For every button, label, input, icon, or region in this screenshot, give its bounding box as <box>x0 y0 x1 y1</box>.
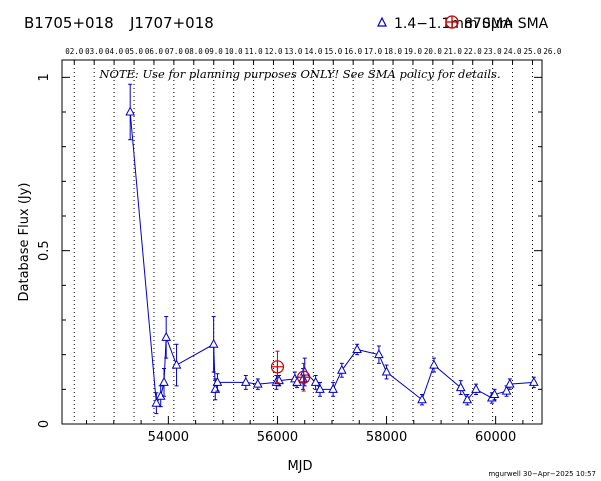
top-tick-label: 10.0 <box>225 47 244 56</box>
series-line <box>129 111 534 405</box>
top-tick-label: 02.0 <box>65 47 84 56</box>
legend-mm: 1.4−1.1mm SMA <box>377 16 513 32</box>
top-tick-label: 17.0 <box>364 47 383 56</box>
y-tick-label: 0 <box>37 420 52 428</box>
top-tick-label: 23.0 <box>484 47 503 56</box>
top-tick-label: 03.0 <box>85 47 104 56</box>
top-tick-label: 24.0 <box>504 47 523 56</box>
data-point <box>252 378 263 388</box>
top-axis: 02.0 03.0 04.0 05.0 06.0 07.0 08.0 09.0 10.0 11.0… <box>65 47 562 64</box>
top-tick-label: 20.0 <box>424 47 443 56</box>
series-mm <box>125 83 539 415</box>
series-870 <box>270 350 311 392</box>
data-point <box>315 383 325 393</box>
top-tick-label: 25.0 <box>523 47 542 56</box>
top-tick-label: 12.0 <box>264 47 283 56</box>
data-point <box>429 359 439 369</box>
data-point <box>455 382 466 392</box>
footer-credit: mgurwell 30−Apr−2025 10:57 <box>488 470 596 478</box>
top-tick-label: 13.0 <box>284 47 303 56</box>
top-tick-label: 14.0 <box>304 47 323 56</box>
data-point <box>270 360 285 374</box>
data-point <box>489 388 500 399</box>
top-tick-label: 07.0 <box>165 47 184 56</box>
data-point <box>208 338 219 348</box>
top-tick-label: 08.0 <box>185 47 204 56</box>
y-tick-label: 0.5 <box>37 240 52 261</box>
top-tick-label: 21.0 <box>444 47 463 56</box>
circle-plus-marker-icon <box>445 15 459 29</box>
y-axis-label: Database Flux (Jy) <box>17 183 32 302</box>
x-tick-label: 60000 <box>475 430 516 445</box>
x-axis: 54000 56000 58000 60000 <box>86 416 524 445</box>
data-point <box>374 349 384 359</box>
x-tick-label: 54000 <box>148 430 189 445</box>
data-point <box>328 383 338 393</box>
x-axis-label: MJD <box>287 459 312 474</box>
data-point <box>171 359 182 369</box>
data-point <box>297 370 311 384</box>
top-tick-label: 11.0 <box>245 47 264 56</box>
legend-mm-label: 1.4−1.1mm SMA <box>394 16 513 32</box>
data-point <box>462 394 473 404</box>
x-tick-label: 58000 <box>366 430 407 445</box>
data-point <box>504 378 515 388</box>
data-point <box>125 106 136 116</box>
data-series <box>125 83 539 415</box>
top-tick-label: 15.0 <box>324 47 343 56</box>
data-point <box>528 376 539 386</box>
planning-note: NOTE: Use for planning purposes ONLY! Se… <box>98 67 500 81</box>
legend-870: 870μm SMA <box>445 15 549 32</box>
top-tick-label: 16.0 <box>344 47 363 56</box>
data-point <box>352 343 362 353</box>
data-point <box>159 376 169 386</box>
data-point <box>151 397 162 407</box>
top-tick-label: 05.0 <box>125 47 144 56</box>
y-tick-label: 1 <box>37 73 52 81</box>
data-point <box>155 390 166 400</box>
top-tick-label: 19.0 <box>404 47 423 56</box>
data-point <box>310 376 321 386</box>
data-point <box>471 383 481 393</box>
x-tick-label: 56000 <box>257 430 298 445</box>
legend-870-label: 870μm SMA <box>464 16 549 32</box>
plot-frame <box>61 59 543 425</box>
top-tick-label: 18.0 <box>384 47 403 56</box>
data-point <box>417 394 427 404</box>
data-point <box>381 366 392 376</box>
y-axis: 00.51 <box>37 73 542 428</box>
top-tick-label: 22.0 <box>464 47 483 56</box>
source-alias: J1707+018 <box>129 14 214 32</box>
top-tick-label: 26.0 <box>543 47 562 56</box>
data-point <box>501 385 512 395</box>
source-name: B1705+018 <box>24 14 114 32</box>
data-point <box>161 331 172 341</box>
triangle-marker-icon <box>377 16 387 27</box>
data-point <box>336 364 347 374</box>
year-gridlines <box>73 60 534 424</box>
top-tick-label: 04.0 <box>105 47 124 56</box>
top-tick-label: 06.0 <box>145 47 164 56</box>
data-point <box>212 376 223 386</box>
top-tick-label: 09.0 <box>205 47 224 56</box>
data-point <box>240 376 251 386</box>
